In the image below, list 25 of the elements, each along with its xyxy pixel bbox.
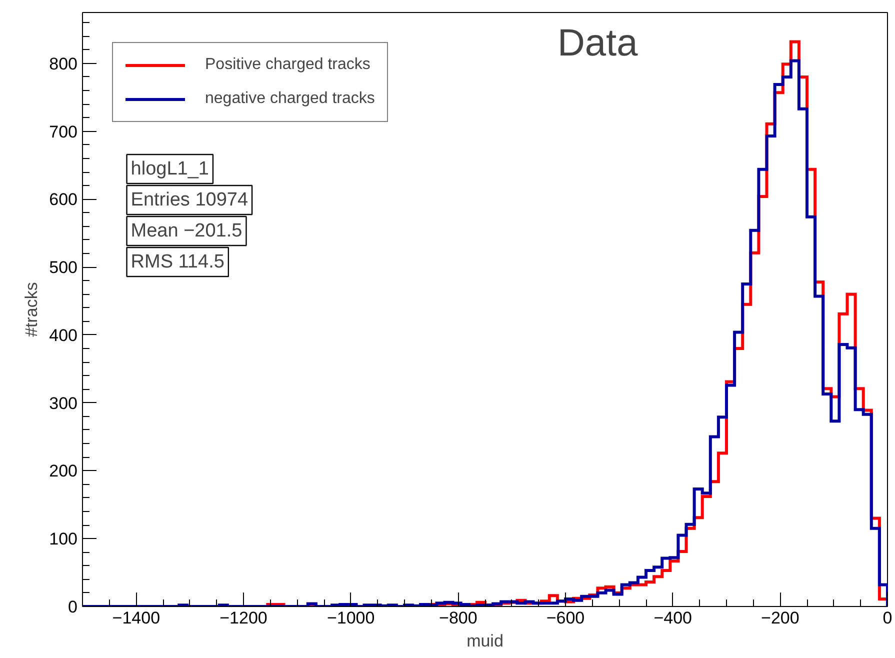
x-axis-title: muid xyxy=(466,632,504,650)
y-tick-label: 200 xyxy=(49,462,78,481)
annotation: RMS 114.5 xyxy=(130,252,224,272)
legend-label: negative charged tracks xyxy=(205,90,375,108)
y-tick-label: 400 xyxy=(49,326,78,345)
y-tick-label: 300 xyxy=(49,394,78,413)
chart-title: Data xyxy=(557,22,639,64)
x-tick-label: −200 xyxy=(761,608,800,628)
x-tick-label: −800 xyxy=(439,608,478,628)
y-tick-label: 800 xyxy=(49,54,78,74)
x-tick-label: −1400 xyxy=(112,608,160,628)
x-tick-label: −600 xyxy=(546,608,585,628)
y-tick-label: 700 xyxy=(49,122,78,142)
x-tick-label: −1200 xyxy=(220,608,268,628)
y-tick-label: 600 xyxy=(49,190,78,210)
x-tick-label: −400 xyxy=(654,608,692,628)
annotation: hlogL1_1 xyxy=(130,158,209,180)
annotation: Entries 10974 xyxy=(130,190,248,210)
legend-label: Positive charged tracks xyxy=(205,56,370,74)
y-axis-title: #tracks xyxy=(22,282,42,337)
y-tick-label: 500 xyxy=(49,258,78,278)
annotation: Mean −201.5 xyxy=(130,220,242,242)
x-tick-label: −1000 xyxy=(326,608,375,628)
y-tick-label: 100 xyxy=(49,530,78,549)
x-tick-label: 0 xyxy=(882,608,892,628)
